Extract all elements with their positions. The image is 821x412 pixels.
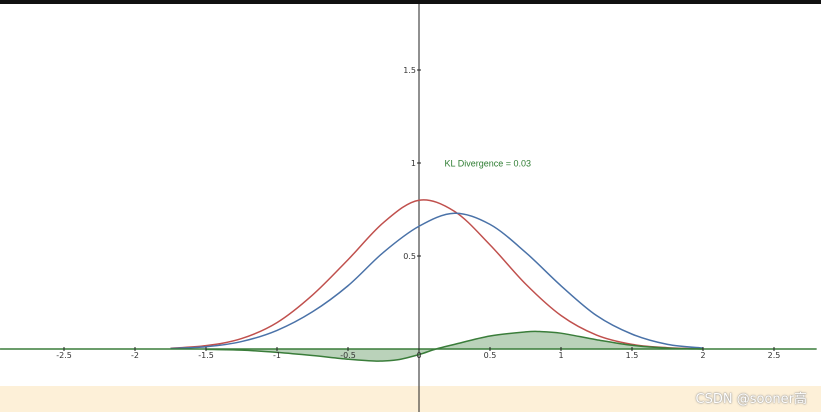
series-0-line xyxy=(170,199,704,350)
series-2-line xyxy=(205,330,704,362)
x-tick-label: -2 xyxy=(131,351,139,360)
x-tick-label: -1 xyxy=(273,351,281,360)
x-tick-label: 0.5 xyxy=(484,351,497,360)
bottom-bar xyxy=(0,386,821,412)
watermark: CSDN @sooner高 xyxy=(695,392,807,407)
kl-divergence-label: KL Divergence = 0.03 xyxy=(445,159,531,169)
y-tick-label: 0.5 xyxy=(403,252,416,261)
y-tick-label: 1 xyxy=(411,159,416,168)
x-tick-label: 1.5 xyxy=(626,351,639,360)
series-1-line xyxy=(170,212,704,350)
x-tick-label: 0 xyxy=(416,351,421,360)
x-tick-label: -2.5 xyxy=(56,351,72,360)
x-tick-label: 1 xyxy=(558,351,563,360)
x-tick-label: 2.5 xyxy=(768,351,781,360)
top-bar xyxy=(0,0,821,4)
y-tick-label: 1.5 xyxy=(403,66,416,75)
x-tick-label: 2 xyxy=(700,351,705,360)
x-tick-label: -0.5 xyxy=(340,351,356,360)
series-2-fill xyxy=(206,331,703,362)
x-tick-label: -1.5 xyxy=(198,351,214,360)
